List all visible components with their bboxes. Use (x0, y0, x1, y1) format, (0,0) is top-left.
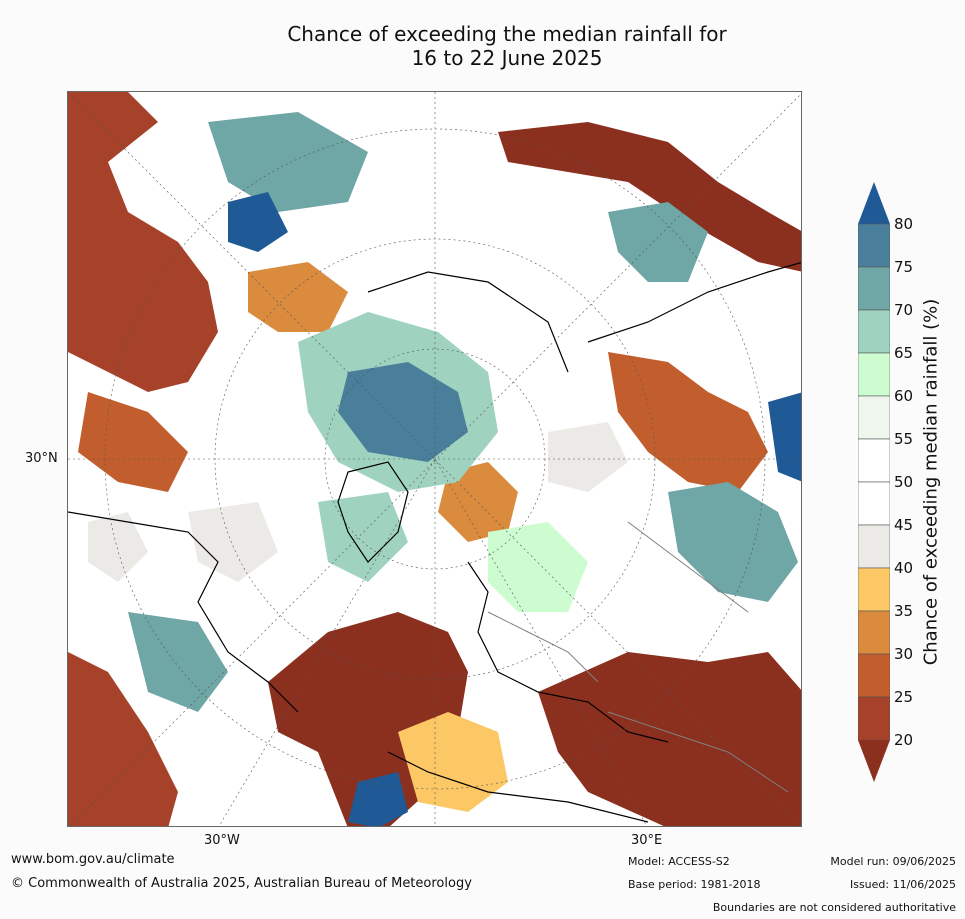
colorbar-tick-80: 80 (894, 215, 914, 233)
wet-region-light-green (488, 522, 588, 612)
colorbar-tick-30: 30 (894, 645, 914, 663)
colorbar-segment-30-25 (858, 653, 890, 698)
colorbar-tick-45: 45 (894, 516, 914, 534)
colorbar-segment-40-35 (858, 567, 890, 612)
dry-region-siberia (498, 122, 801, 272)
wet-region-east-asia (668, 482, 798, 602)
colorbar-tick-75: 75 (894, 258, 914, 276)
neutral-regions (88, 422, 628, 582)
footer-base-period: Base period: 1981-2018 (628, 878, 761, 891)
colorbar-tick-60: 60 (894, 387, 914, 405)
longitude-label-30e: 30°E (631, 833, 663, 848)
boundaries (487, 521, 789, 793)
wet-region-pacific-core (228, 192, 288, 252)
map-title: Chance of exceeding the median rainfall … (0, 22, 965, 70)
footer-model: Model: ACCESS-S2 (628, 855, 730, 868)
colorbar-tick-35: 35 (894, 602, 914, 620)
dry-region-central-asia (608, 352, 768, 492)
coastline-asia (587, 261, 801, 343)
colorbar-tick-55: 55 (894, 430, 914, 448)
rainfall-probability-map (67, 91, 802, 827)
dry-region-north-atlantic (68, 92, 218, 392)
colorbar-label: Chance of exceeding median rainfall (%) (920, 298, 942, 666)
colorbar-over-arrow (858, 182, 890, 224)
colorbar-segment-50-45 (858, 481, 890, 526)
dry-regions (68, 92, 801, 826)
latitude-label-30n: 30°N (25, 451, 58, 466)
colorbar-tick-50: 50 (894, 473, 914, 491)
title-line-2: 16 to 22 June 2025 (411, 46, 603, 70)
colorbar (858, 182, 890, 782)
graticule-meridian-30e (434, 458, 648, 826)
graticule-meridian-diag-2 (69, 93, 801, 826)
neutral-region-2 (548, 422, 628, 492)
coastline-arctic (367, 271, 569, 373)
footer-disclaimer: Boundaries are not considered authoritat… (712, 901, 956, 914)
colorbar-tick-40: 40 (894, 559, 914, 577)
wet-region-pacific-south (128, 612, 228, 712)
wet-region-east-asia-core (768, 392, 801, 482)
coastline-europe (467, 561, 669, 743)
colorbar-segment-65-60 (858, 352, 890, 397)
longitude-label-30w: 30°W (204, 833, 240, 848)
colorbar-segment-25-20 (858, 696, 890, 741)
wet-region-atlantic-tropics (348, 772, 408, 826)
colorbar-tick-70: 70 (894, 301, 914, 319)
colorbar-segment-55-50 (858, 438, 890, 483)
dry-region-pacific-west (78, 392, 188, 492)
footer-url[interactable]: www.bom.gov.au/climate (11, 852, 175, 867)
colorbar-segment-70-65 (858, 309, 890, 354)
dry-region-mediterranean (398, 712, 508, 812)
colorbar-tick-25: 25 (894, 688, 914, 706)
wet-region-north-america (318, 492, 408, 582)
colorbar-segment-80-75 (858, 223, 890, 268)
boundary-middle-east (607, 711, 789, 793)
colorbar-tick-20: 20 (894, 731, 914, 749)
footer-model-run: Model run: 09/06/2025 (830, 855, 956, 868)
title-line-1: Chance of exceeding the median rainfall … (287, 22, 727, 46)
footer-issued: Issued: 11/06/2025 (849, 878, 956, 891)
colorbar-under-arrow (858, 740, 890, 782)
graticule-meridian-30w (218, 458, 436, 826)
wet-regions (128, 112, 801, 826)
colorbar-segment-60-55 (858, 395, 890, 440)
coastline-north-america (68, 511, 299, 713)
graticule (68, 92, 801, 826)
dry-region-canada (248, 262, 348, 332)
footer-copyright: © Commonwealth of Australia 2025, Austra… (11, 876, 472, 891)
neutral-region-3 (88, 512, 148, 582)
colorbar-segment-45-40 (858, 524, 890, 569)
dry-region-middle-east (538, 652, 801, 826)
map-canvas (68, 92, 801, 826)
wet-region-arctic-core (338, 362, 468, 462)
coastline-africa (387, 751, 649, 823)
coastlines (68, 261, 801, 823)
dry-region-pacific-southwest (68, 652, 178, 826)
boundary-asia (627, 521, 749, 613)
colorbar-segment-75-70 (858, 266, 890, 311)
colorbar-segment-35-30 (858, 610, 890, 655)
neutral-region-1 (188, 502, 278, 582)
colorbar-tick-65: 65 (894, 344, 914, 362)
boundary-europe (487, 611, 599, 683)
